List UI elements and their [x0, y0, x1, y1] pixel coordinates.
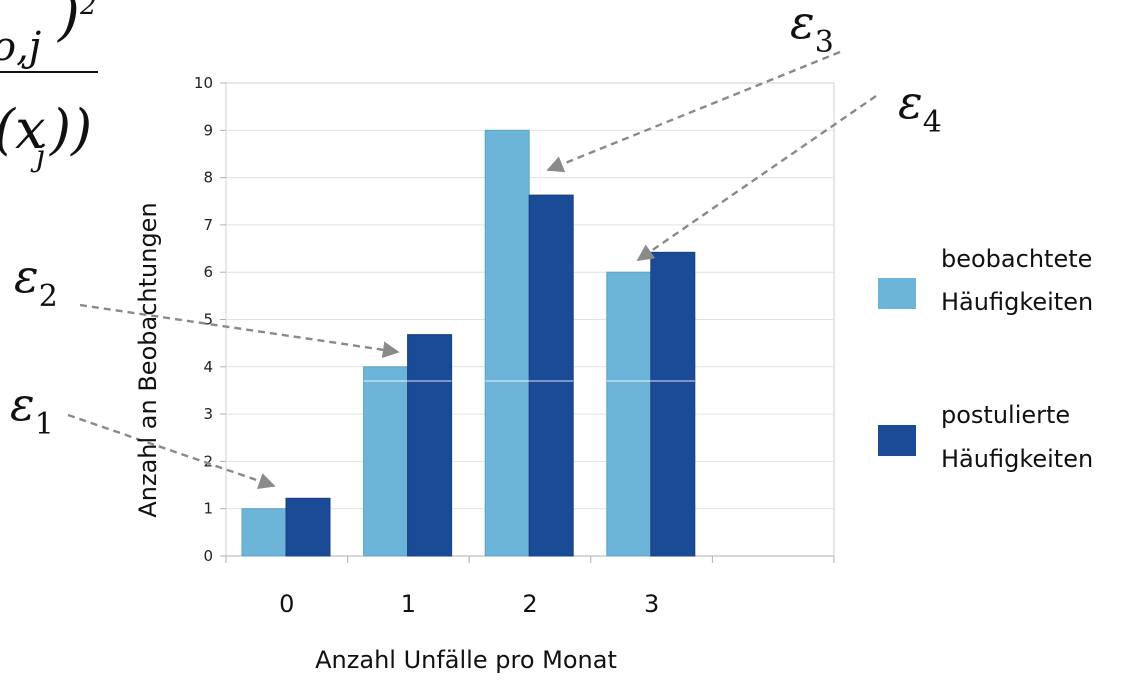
- x-tick-label: 3: [644, 590, 659, 618]
- formula-fragment: o,j ) 2 (x j )): [0, 0, 98, 174]
- annotation-arrows: [67, 50, 877, 490]
- y-tick-label: 6: [203, 263, 213, 281]
- formula-denominator-open: (x: [0, 98, 46, 161]
- bar-postulated: [650, 251, 696, 557]
- epsilon-subscript: 1: [35, 407, 54, 442]
- legend: beobachtete Häufigkeiten postulierte Häu…: [878, 245, 1093, 473]
- annotation-arrow: [79, 303, 400, 359]
- epsilon-symbol: ε: [790, 0, 815, 49]
- y-tick-label: 0: [203, 547, 213, 565]
- annotation-arrow: [636, 95, 877, 261]
- y-tick-label: 3: [203, 405, 213, 423]
- epsilon-symbol: ε: [10, 377, 35, 431]
- y-axis-title: Anzahl an Beobachtungen: [134, 202, 162, 517]
- legend-postulated-line1: postulierte: [941, 401, 1070, 429]
- x-tick-label: 1: [401, 590, 416, 618]
- bar-postulated: [285, 497, 331, 557]
- x-tick-label: 2: [522, 590, 537, 618]
- legend-postulated-line2: Häufigkeiten: [941, 445, 1093, 473]
- formula-exponent: 2: [79, 0, 97, 21]
- epsilon-symbol: ε: [14, 249, 39, 303]
- legend-observed-line2: Häufigkeiten: [941, 288, 1093, 316]
- bar-postulated: [407, 334, 453, 557]
- epsilon-subscript: 4: [923, 105, 942, 140]
- epsilon-symbol: ε: [898, 75, 923, 129]
- bar-observed: [241, 508, 287, 557]
- epsilon-label: ε2: [14, 249, 58, 314]
- y-tick-label: 2: [203, 452, 213, 470]
- epsilon-label: ε3: [790, 0, 834, 60]
- bar-observed: [606, 271, 652, 557]
- bars: [241, 129, 696, 557]
- annotation-arrow: [546, 50, 841, 173]
- x-tick-label: 0: [279, 590, 294, 618]
- y-tick-label: 4: [203, 358, 213, 376]
- bar-postulated: [528, 194, 574, 557]
- bar-observed: [363, 366, 409, 557]
- legend-swatch-observed: [878, 278, 916, 309]
- epsilon-label: ε4: [898, 75, 942, 140]
- y-tick-label: 5: [203, 311, 213, 329]
- legend-observed-line1: beobachtete: [941, 245, 1092, 273]
- annotation-arrow: [67, 413, 276, 490]
- y-tick-label: 7: [203, 216, 213, 234]
- formula-numerator-sub: o,j: [0, 24, 41, 70]
- epsilon-label: ε1: [10, 377, 54, 442]
- formula-denominator-close: )): [49, 98, 92, 161]
- y-tick-label: 9: [203, 121, 213, 139]
- y-tick-label: 1: [203, 500, 213, 518]
- bar-observed: [484, 129, 530, 557]
- y-tick-label: 8: [203, 169, 213, 187]
- y-tick-label: 10: [194, 74, 213, 92]
- x-axis-title: Anzahl Unfälle pro Monat: [315, 646, 617, 674]
- formula-paren-close: ): [57, 0, 80, 48]
- epsilon-subscript: 2: [39, 279, 58, 314]
- epsilon-subscript: 3: [815, 25, 834, 60]
- legend-swatch-postulated: [878, 425, 916, 456]
